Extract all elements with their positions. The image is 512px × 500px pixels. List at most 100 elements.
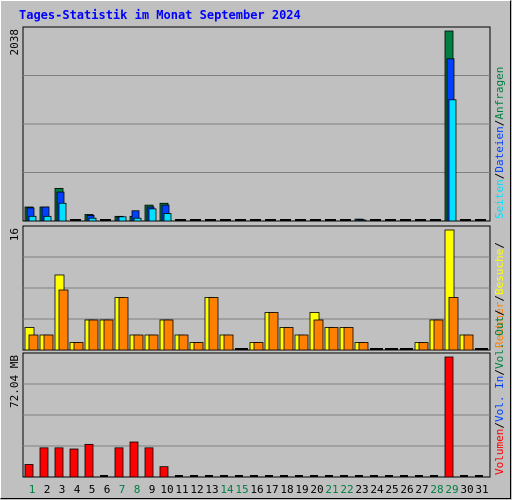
- bottom-side-legend-part: Vol. In: [493, 376, 506, 422]
- bar-rechner-14: [223, 334, 234, 351]
- x-label-18: 18: [280, 483, 293, 496]
- bar-rechner-30: [463, 334, 474, 351]
- bar-volumen-5: [84, 443, 94, 478]
- x-label-5: 5: [89, 483, 96, 496]
- bar-volumen-9: [144, 447, 154, 478]
- bar-rechner-12: [193, 342, 204, 351]
- middle-side-legend-part: /: [493, 295, 506, 302]
- x-label-8: 8: [134, 483, 141, 496]
- bar-seiten-5: [88, 217, 97, 222]
- x-label-9: 9: [149, 483, 156, 496]
- x-label-21: 21: [325, 483, 338, 496]
- bar-rechner-23: [358, 342, 369, 351]
- x-label-28: 28: [430, 483, 443, 496]
- bar-seiten-23: [358, 219, 367, 222]
- bar-volumen-29: [444, 356, 454, 478]
- bar-rechner-13: [208, 297, 219, 351]
- bar-rechner-6: [103, 319, 114, 351]
- middle-side-legend-part: /: [493, 242, 506, 249]
- x-label-16: 16: [250, 483, 263, 496]
- x-label-31: 31: [475, 483, 488, 496]
- bar-rechner-21: [328, 327, 339, 351]
- x-label-19: 19: [295, 483, 308, 496]
- x-label-15: 15: [235, 483, 248, 496]
- top-side-legend-part: Dateien: [493, 126, 506, 172]
- bottom-side-legend-part: /: [493, 309, 506, 316]
- top-ymax-label: 2038: [8, 29, 21, 56]
- bar-seiten-1: [28, 215, 37, 222]
- top-side-legend: Seiten/Dateien/Anfragen: [493, 67, 506, 219]
- x-label-30: 30: [460, 483, 473, 496]
- bar-rechner-5: [88, 319, 99, 351]
- bar-seiten-8: [133, 217, 142, 222]
- x-label-29: 29: [445, 483, 458, 496]
- middle-side-legend-part: Besuche: [493, 249, 506, 295]
- bar-rechner-28: [433, 319, 444, 351]
- bar-seiten-29: [448, 99, 457, 222]
- bar-seiten-10: [163, 213, 172, 222]
- x-label-3: 3: [59, 483, 66, 496]
- chart-title: Tages-Statistik im Monat September 2024: [19, 8, 301, 22]
- x-label-22: 22: [340, 483, 353, 496]
- x-label-13: 13: [205, 483, 218, 496]
- bar-rechner-20: [313, 319, 324, 351]
- bottom-side-legend-part: /: [493, 369, 506, 376]
- bar-volumen-2: [39, 447, 49, 478]
- x-label-2: 2: [44, 483, 51, 496]
- bar-rechner-1: [28, 334, 39, 351]
- bar-rechner-2: [43, 334, 54, 351]
- bottom-ymax-label: 72.04 MB: [8, 355, 21, 408]
- x-label-26: 26: [400, 483, 413, 496]
- middle-side-legend-part: Rechner: [493, 301, 506, 348]
- x-label-12: 12: [190, 483, 203, 496]
- bar-rechner-8: [133, 334, 144, 351]
- x-label-17: 17: [265, 483, 278, 496]
- middle-side-legend: Rechner/Besuche/: [493, 242, 506, 348]
- bar-rechner-3: [58, 289, 69, 351]
- bottom-side-legend: Volumen/Vol. In/Vol. Out/: [493, 309, 506, 475]
- x-label-4: 4: [74, 483, 81, 496]
- bar-rechner-11: [178, 334, 189, 351]
- bar-rechner-4: [73, 342, 84, 351]
- bar-seiten-3: [58, 202, 67, 222]
- x-label-23: 23: [355, 483, 368, 496]
- bar-rechner-10: [163, 319, 174, 351]
- bar-rechner-29: [448, 297, 459, 351]
- x-label-24: 24: [370, 483, 384, 496]
- bottom-side-legend-part: Volumen: [493, 429, 506, 475]
- x-label-6: 6: [104, 483, 111, 496]
- bar-volumen-4: [69, 448, 79, 478]
- bar-rechner-16: [253, 342, 264, 351]
- bottom-side-legend-part: Vol. Out: [493, 316, 506, 369]
- x-label-7: 7: [119, 483, 126, 496]
- bar-volumen-7: [114, 447, 124, 478]
- top-side-legend-part: Anfragen: [493, 67, 506, 120]
- bar-rechner-9: [148, 334, 159, 351]
- bar-rechner-17: [268, 312, 279, 351]
- top-side-legend-part: /: [493, 173, 506, 180]
- x-label-25: 25: [385, 483, 398, 496]
- bar-rechner-19: [298, 334, 309, 351]
- bar-rechner-22: [343, 327, 354, 351]
- bar-volumen-10: [159, 466, 169, 478]
- x-label-1: 1: [29, 483, 36, 496]
- bottom-side-legend-part: /: [493, 422, 506, 429]
- top-side-legend-part: Seiten: [493, 179, 506, 219]
- bar-seiten-7: [118, 216, 127, 222]
- bar-rechner-27: [418, 342, 429, 351]
- bar-seiten-2: [43, 215, 52, 222]
- bar-seiten-9: [148, 208, 157, 222]
- bar-rechner-7: [118, 297, 129, 351]
- middle-ymax-label: 16: [8, 228, 21, 241]
- bar-volumen-1: [24, 464, 34, 478]
- x-label-10: 10: [160, 483, 173, 496]
- x-label-14: 14: [220, 483, 234, 496]
- top-side-legend-part: /: [493, 120, 506, 127]
- bar-volumen-8: [129, 441, 139, 478]
- bar-volumen-3: [54, 447, 64, 478]
- x-label-20: 20: [310, 483, 323, 496]
- x-label-27: 27: [415, 483, 428, 496]
- bar-rechner-18: [283, 327, 294, 351]
